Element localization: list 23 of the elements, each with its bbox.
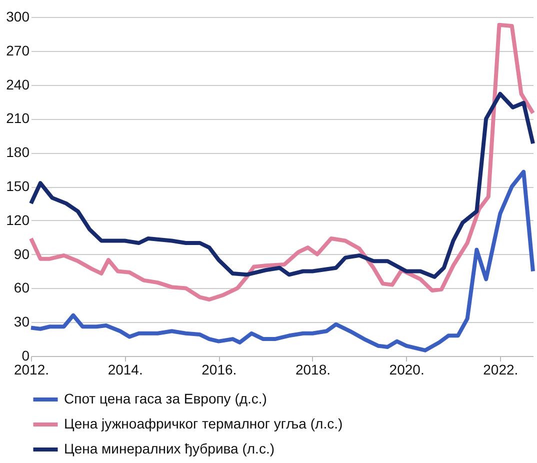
- x-tick-label: 2022.: [483, 362, 518, 378]
- x-tick-label: 2012.: [14, 362, 50, 378]
- y-tick-label: 0: [22, 348, 30, 364]
- y-tick-label: 60: [14, 280, 30, 296]
- y-tick-label: 150: [6, 178, 30, 194]
- line-series: [29, 22, 535, 302]
- y-tick-label: 180: [6, 144, 30, 160]
- line-series: [29, 170, 535, 352]
- line-series: [29, 92, 535, 279]
- y-tick-label: 210: [6, 110, 30, 126]
- x-tick-label: 2016.: [202, 362, 237, 378]
- x-tick-label: 2020.: [389, 362, 424, 378]
- y-tick-label: 30: [14, 314, 30, 330]
- legend-label: Цена јужноафричког термалног угља (л.с.): [64, 416, 343, 432]
- y-tick-label: 90: [14, 246, 30, 262]
- x-tick-label: 2018.: [295, 362, 331, 378]
- x-tick-label: 2014.: [108, 362, 143, 378]
- legend-label: Цена минералних ђубрива (л.с.): [64, 440, 274, 456]
- y-tick-label: 300: [6, 8, 30, 24]
- legend-label: Спот цена гаса за Европу (д.с.): [64, 390, 267, 406]
- y-tick-label: 270: [6, 42, 30, 58]
- y-tick-label: 240: [6, 76, 30, 92]
- y-tick-label: 120: [6, 212, 30, 228]
